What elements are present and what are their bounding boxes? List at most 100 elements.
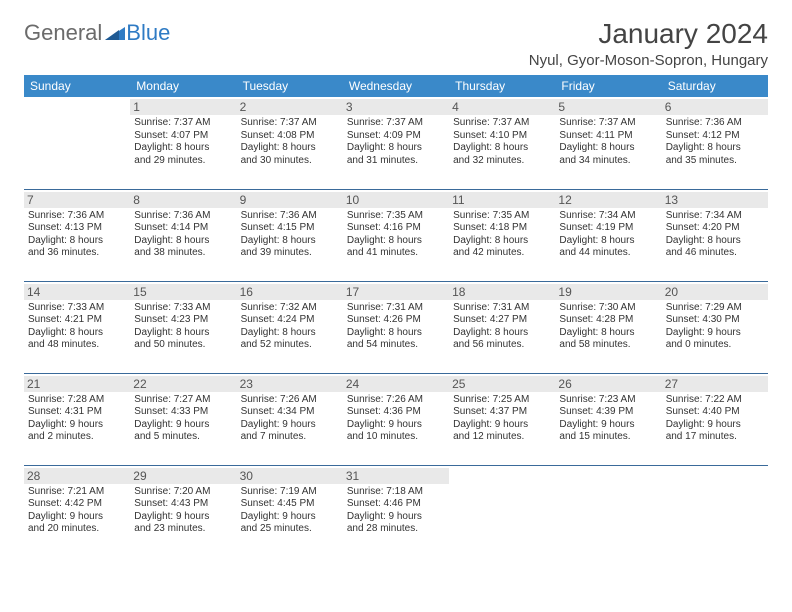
title-block: January 2024 Nyul, Gyor-Moson-Sopron, Hu… <box>529 18 768 69</box>
sunset-text: Sunset: 4:40 PM <box>666 406 764 419</box>
sunrise-text: Sunrise: 7:31 AM <box>347 302 445 315</box>
sunset-text: Sunset: 4:11 PM <box>559 130 657 143</box>
calendar-row: 7 Sunrise: 7:36 AM Sunset: 4:13 PM Daylight… <box>24 189 768 281</box>
logo-triangle-icon <box>105 20 125 46</box>
calendar-cell: 16Sunrise: 7:32 AMSunset: 4:24 PMDayligh… <box>237 281 343 373</box>
sunset-text: Sunset: 4:46 PM <box>347 498 445 511</box>
daylight-text: and 58 minutes. <box>559 339 657 352</box>
sunset-text: Sunset: 4:07 PM <box>134 130 232 143</box>
calendar-row: 21Sunrise: 7:28 AMSunset: 4:31 PMDayligh… <box>24 373 768 465</box>
daylight-text: Daylight: 9 hours <box>453 419 551 432</box>
calendar-cell: 11Sunrise: 7:35 AMSunset: 4:18 PMDayligh… <box>449 189 555 281</box>
calendar-table: Sunday Monday Tuesday Wednesday Thursday… <box>24 75 768 557</box>
weekday-header: Saturday <box>662 75 768 97</box>
daylight-text: and 48 minutes. <box>28 339 126 352</box>
sunrise-text: Sunrise: 7:26 AM <box>347 394 445 407</box>
daylight-text: and 39 minutes. <box>241 247 339 260</box>
calendar-cell: 12Sunrise: 7:34 AMSunset: 4:19 PMDayligh… <box>555 189 661 281</box>
daylight-text: Daylight: 8 hours <box>134 327 232 340</box>
calendar-cell: 23Sunrise: 7:26 AMSunset: 4:34 PMDayligh… <box>237 373 343 465</box>
sunrise-text: Sunrise: 7:21 AM <box>28 486 126 499</box>
sunset-text: Sunset: 4:43 PM <box>134 498 232 511</box>
sunset-text: Sunset: 4:19 PM <box>559 222 657 235</box>
sunrise-text: Sunrise: 7:31 AM <box>453 302 551 315</box>
daylight-text: Daylight: 8 hours <box>347 142 445 155</box>
daylight-text: Daylight: 9 hours <box>347 419 445 432</box>
day-number: 24 <box>343 376 449 392</box>
day-number: 17 <box>343 284 449 300</box>
sunset-text: Sunset: 4:39 PM <box>559 406 657 419</box>
day-number: 21 <box>24 376 130 392</box>
sunset-text: Sunset: 4:34 PM <box>241 406 339 419</box>
sunset-text: Sunset: 4:13 PM <box>28 222 126 235</box>
daylight-text: Daylight: 8 hours <box>241 142 339 155</box>
daylight-text: and 29 minutes. <box>134 155 232 168</box>
day-number: 31 <box>343 468 449 484</box>
daylight-text: and 28 minutes. <box>347 523 445 536</box>
calendar-cell: 31Sunrise: 7:18 AMSunset: 4:46 PMDayligh… <box>343 465 449 557</box>
day-number: 16 <box>237 284 343 300</box>
sunrise-text: Sunrise: 7:32 AM <box>241 302 339 315</box>
day-number: 29 <box>130 468 236 484</box>
daylight-text: Daylight: 9 hours <box>241 511 339 524</box>
daylight-text: and 56 minutes. <box>453 339 551 352</box>
calendar-cell: 17Sunrise: 7:31 AMSunset: 4:26 PMDayligh… <box>343 281 449 373</box>
daylight-text: and 50 minutes. <box>134 339 232 352</box>
calendar-cell: 1Sunrise: 7:37 AMSunset: 4:07 PMDaylight… <box>130 97 236 189</box>
calendar-row: 28Sunrise: 7:21 AMSunset: 4:42 PMDayligh… <box>24 465 768 557</box>
calendar-page: General Blue January 2024 Nyul, Gyor-Mos… <box>0 0 792 575</box>
calendar-cell: 24Sunrise: 7:26 AMSunset: 4:36 PMDayligh… <box>343 373 449 465</box>
calendar-cell <box>555 465 661 557</box>
day-number: 30 <box>237 468 343 484</box>
day-number: 8 <box>130 192 236 208</box>
logo-text-general: General <box>24 20 102 46</box>
sunset-text: Sunset: 4:16 PM <box>347 222 445 235</box>
daylight-text: Daylight: 8 hours <box>559 235 657 248</box>
day-number: 19 <box>555 284 661 300</box>
sunrise-text: Sunrise: 7:36 AM <box>134 210 232 223</box>
calendar-cell: 20Sunrise: 7:29 AMSunset: 4:30 PMDayligh… <box>662 281 768 373</box>
daylight-text: and 7 minutes. <box>241 431 339 444</box>
daylight-text: Daylight: 8 hours <box>666 142 764 155</box>
daylight-text: Daylight: 9 hours <box>666 419 764 432</box>
calendar-row: 14Sunrise: 7:33 AMSunset: 4:21 PMDayligh… <box>24 281 768 373</box>
daylight-text: Daylight: 9 hours <box>28 511 126 524</box>
sunset-text: Sunset: 4:45 PM <box>241 498 339 511</box>
day-number: 22 <box>130 376 236 392</box>
daylight-text: Daylight: 8 hours <box>241 235 339 248</box>
sunset-text: Sunset: 4:31 PM <box>28 406 126 419</box>
sunrise-text: Sunrise: 7:23 AM <box>559 394 657 407</box>
daylight-text: and 35 minutes. <box>666 155 764 168</box>
calendar-cell: 18Sunrise: 7:31 AMSunset: 4:27 PMDayligh… <box>449 281 555 373</box>
sunset-text: Sunset: 4:24 PM <box>241 314 339 327</box>
daylight-text: Daylight: 8 hours <box>453 327 551 340</box>
location-subtitle: Nyul, Gyor-Moson-Sopron, Hungary <box>529 52 768 69</box>
day-number: 9 <box>237 192 343 208</box>
calendar-cell: 2Sunrise: 7:37 AMSunset: 4:08 PMDaylight… <box>237 97 343 189</box>
calendar-cell: 21Sunrise: 7:28 AMSunset: 4:31 PMDayligh… <box>24 373 130 465</box>
day-number: 26 <box>555 376 661 392</box>
sunset-text: Sunset: 4:12 PM <box>666 130 764 143</box>
sunrise-text: Sunrise: 7:25 AM <box>453 394 551 407</box>
daylight-text: and 2 minutes. <box>28 431 126 444</box>
daylight-text: Daylight: 9 hours <box>666 327 764 340</box>
daylight-text: and 0 minutes. <box>666 339 764 352</box>
day-number: 13 <box>662 192 768 208</box>
sunset-text: Sunset: 4:21 PM <box>28 314 126 327</box>
calendar-cell: 9Sunrise: 7:36 AMSunset: 4:15 PMDaylight… <box>237 189 343 281</box>
weekday-header: Friday <box>555 75 661 97</box>
daylight-text: and 15 minutes. <box>559 431 657 444</box>
calendar-cell: 15Sunrise: 7:33 AMSunset: 4:23 PMDayligh… <box>130 281 236 373</box>
daylight-text: Daylight: 8 hours <box>134 142 232 155</box>
sunrise-text: Sunrise: 7:35 AM <box>347 210 445 223</box>
day-number: 27 <box>662 376 768 392</box>
day-number: 7 <box>24 192 130 208</box>
daylight-text: Daylight: 8 hours <box>666 235 764 248</box>
daylight-text: Daylight: 8 hours <box>134 235 232 248</box>
calendar-cell <box>24 97 130 189</box>
sunset-text: Sunset: 4:14 PM <box>134 222 232 235</box>
sunrise-text: Sunrise: 7:30 AM <box>559 302 657 315</box>
daylight-text: and 23 minutes. <box>134 523 232 536</box>
day-number: 3 <box>343 99 449 115</box>
sunrise-text: Sunrise: 7:34 AM <box>559 210 657 223</box>
